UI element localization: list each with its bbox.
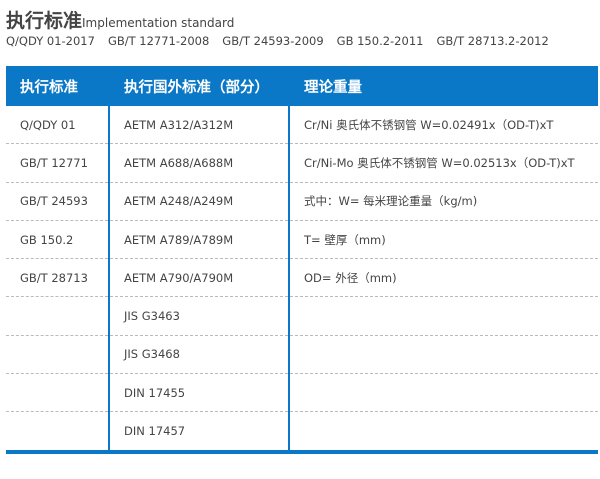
standard-item: Q/QDY 01-2017 xyxy=(6,34,95,48)
standard-item: GB/T 28713.2-2012 xyxy=(436,34,549,48)
cell-standard xyxy=(6,373,109,413)
header-theoretical-weight: 理论重量 xyxy=(288,66,598,106)
standard-item: GB 150.2-2011 xyxy=(336,34,424,48)
table-row: DIN 17455 xyxy=(6,373,598,413)
table-row: GB/T 12771 AETM A688/A688M Cr/Ni-Mo 奥氏体不锈钢… xyxy=(6,143,598,183)
table-row: Q/QDY 01 AETM A312/A312M Cr/Ni 奥氏体不锈钢管 W=0… xyxy=(6,106,598,145)
cell-weight: Cr/Ni 奥氏体不锈钢管 W=0.02491x（OD-T)xT xyxy=(288,106,598,145)
table-row: GB/T 28713 AETM A790/A790M OD= 外径（mm) xyxy=(6,258,598,298)
table-row: DIN 17457 xyxy=(6,411,598,454)
cell-foreign-standard: DIN 17455 xyxy=(108,373,289,413)
standard-item: GB/T 12771-2008 xyxy=(107,34,210,48)
cell-standard xyxy=(6,296,109,336)
cell-foreign-standard: AETM A312/A312M xyxy=(108,106,289,145)
title-en: Implementation standard xyxy=(82,16,235,30)
cell-standard: GB/T 24593 xyxy=(6,182,109,221)
cell-standard xyxy=(6,335,109,375)
cell-standard: Q/QDY 01 xyxy=(6,106,109,145)
cell-standard xyxy=(6,411,109,454)
cell-foreign-standard: AETM A789/A789M xyxy=(108,220,289,260)
cell-foreign-standard: DIN 17457 xyxy=(108,411,289,454)
standards-table: 执行标准 执行国外标准（部分） 理论重量 Q/QDY 01 AETM A312/A… xyxy=(6,66,598,454)
cell-standard: GB/T 28713 xyxy=(6,258,109,298)
cell-weight xyxy=(288,296,598,336)
page-title: 执行标准Implementation standard xyxy=(6,6,234,33)
cell-foreign-standard: AETM A248/A249M xyxy=(108,182,289,221)
cell-foreign-standard: JIS G3463 xyxy=(108,296,289,336)
table-header: 执行标准 执行国外标准（部分） 理论重量 xyxy=(6,66,598,106)
title-cn: 执行标准 xyxy=(6,10,83,32)
cell-standard: GB/T 12771 xyxy=(6,143,109,183)
cell-weight xyxy=(288,373,598,413)
table-row: GB 150.2 AETM A789/A789M T= 壁厚（mm) xyxy=(6,220,598,260)
cell-weight: Cr/Ni-Mo 奥氏体不锈钢管 W=0.02513x（OD-T)xT xyxy=(288,143,598,183)
cell-standard: GB 150.2 xyxy=(6,220,109,260)
cell-weight: 式中：W= 每米理论重量（kg/m) xyxy=(288,182,598,221)
header-foreign-standard: 执行国外标准（部分） xyxy=(108,66,289,106)
cell-weight: T= 壁厚（mm) xyxy=(288,220,598,260)
cell-weight: OD= 外径（mm) xyxy=(288,258,598,298)
standards-list: Q/QDY 01-2017 GB/T 12771-2008 GB/T 24593-2… xyxy=(6,34,562,48)
cell-foreign-standard: AETM A688/A688M xyxy=(108,143,289,183)
standard-item: GB/T 24593-2009 xyxy=(222,34,324,48)
table-row: JIS G3468 xyxy=(6,335,598,375)
header-standard: 执行标准 xyxy=(6,66,109,106)
cell-weight xyxy=(288,411,598,454)
cell-weight xyxy=(288,335,598,375)
table-row: JIS G3463 xyxy=(6,296,598,336)
table-row: GB/T 24593 AETM A248/A249M 式中：W= 每米理论重量（kg… xyxy=(6,182,598,221)
cell-foreign-standard: JIS G3468 xyxy=(108,335,289,375)
cell-foreign-standard: AETM A790/A790M xyxy=(108,258,289,298)
